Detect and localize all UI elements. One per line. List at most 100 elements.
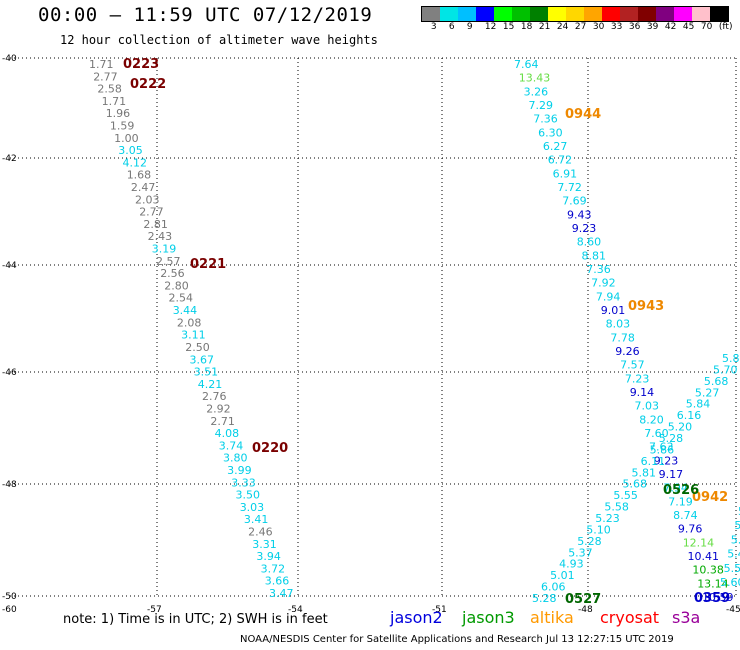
wave-height-value: 3.41	[244, 513, 269, 526]
wave-height-value: 6.16	[677, 409, 702, 422]
wave-height-value: 5.55	[613, 489, 638, 502]
wave-height-value: 3.74	[219, 439, 244, 452]
lat-label: -48	[2, 480, 17, 490]
legend-swatch	[656, 7, 674, 21]
wave-height-value: 4.08	[215, 427, 240, 440]
lon-label: -51	[432, 605, 447, 615]
wave-height-value: 2.46	[248, 526, 273, 539]
wave-height-value: 2.92	[206, 403, 231, 416]
wave-height-value: 5.20	[668, 421, 693, 434]
lon-label: -54	[288, 605, 303, 615]
legend-label: 21	[538, 22, 551, 32]
wave-height-value: 9.23	[572, 222, 597, 235]
wave-height-value: 2.43	[148, 230, 173, 243]
wave-height-value: 6.91	[553, 167, 578, 180]
wave-height-value: 10.41	[688, 550, 720, 563]
wave-height-value: 5.85	[722, 352, 740, 365]
legend-swatch	[692, 7, 710, 21]
legend-swatch	[458, 7, 476, 21]
legend-swatch	[494, 7, 512, 21]
wave-height-value: 1.00	[114, 132, 139, 145]
wave-height-value: 5.81	[632, 466, 657, 479]
pass-time-label: 0220	[252, 441, 288, 456]
pass-time-label: 0943	[628, 299, 664, 314]
legend-label: 9	[466, 22, 473, 32]
wave-height-value: 2.80	[164, 279, 189, 292]
wave-height-value: 5.10	[586, 523, 611, 536]
wave-height-value: 1.96	[106, 107, 131, 120]
pass-time-label: 0359	[694, 591, 730, 606]
wave-height-value: 2.50	[185, 341, 210, 354]
wave-height-value: 9.26	[615, 345, 640, 358]
wave-height-value: 9.23	[654, 454, 679, 467]
legend-label: 45	[682, 22, 695, 32]
lon-label: -45	[726, 605, 740, 615]
legend-label: 27	[574, 22, 587, 32]
wave-height-value: 5.68	[623, 478, 648, 491]
wave-height-value: 3.03	[240, 501, 265, 514]
wave-height-value: 8.03	[606, 318, 631, 331]
wave-height-value: 5.27	[695, 386, 720, 399]
legend-label: 15	[502, 22, 515, 32]
wave-height-value: 5.84	[686, 398, 711, 411]
wave-height-value: 7.94	[663, 482, 688, 495]
wave-height-value: 5.60	[720, 576, 740, 589]
pass-time-label: 0223	[123, 57, 159, 72]
color-scale-legend	[421, 6, 729, 22]
wave-height-value: 7.03	[635, 400, 660, 413]
footnote: note: 1) Time is in UTC; 2) SWH is in fe…	[63, 612, 328, 627]
wave-height-value: 8.60	[577, 236, 602, 249]
wave-height-value: 2.08	[177, 316, 202, 329]
wave-height-value: 4.21	[198, 378, 223, 391]
wave-height-value: 7.29	[529, 99, 554, 112]
wave-height-value: 7.64	[514, 58, 539, 71]
wave-height-value: 2.71	[210, 415, 235, 428]
wave-height-value: 2.54	[169, 292, 194, 305]
wave-height-value: 5.86	[650, 443, 675, 456]
sat-jason3: jason3	[462, 608, 515, 627]
wave-height-value: 5.58	[604, 501, 629, 514]
wave-height-value: 3.72	[261, 562, 286, 575]
wave-height-value: 2.76	[202, 390, 227, 403]
legend-swatch	[602, 7, 620, 21]
wave-height-value: 3.80	[223, 452, 248, 465]
legend-label: 42	[664, 22, 677, 32]
wave-height-value: 5.12	[738, 505, 740, 518]
wave-height-value: 7.23	[625, 372, 650, 385]
wave-height-value: 5.28	[532, 592, 557, 605]
wave-height-value: 7.36	[586, 263, 611, 276]
wave-height-value: 3.99	[227, 464, 252, 477]
legend-swatch	[674, 7, 692, 21]
wave-height-value: 3.94	[256, 550, 281, 563]
legend-swatch	[476, 7, 494, 21]
pass-time-label: 0526	[663, 483, 699, 498]
wave-height-value: 3.26	[524, 85, 549, 98]
legend-label: 30	[592, 22, 605, 32]
wave-height-value: 3.67	[190, 353, 215, 366]
wave-height-value: 3.66	[265, 575, 290, 588]
pass-time-label: 0222	[130, 77, 166, 92]
wave-height-value: 2.47	[131, 181, 156, 194]
wave-height-value: 3.05	[118, 144, 143, 157]
legend-label: 6	[448, 22, 455, 32]
legend-label: 3	[430, 22, 437, 32]
legend-swatch	[710, 7, 728, 21]
wave-height-value: 5.23	[595, 512, 620, 525]
legend-swatch	[548, 7, 566, 21]
legend-swatch	[620, 7, 638, 21]
wave-height-value: 7.63	[649, 441, 674, 454]
legend-label: (ft)	[718, 22, 733, 32]
wave-height-value: 6.06	[541, 581, 566, 594]
wave-height-value: 3.47	[269, 587, 294, 600]
lon-label: -57	[147, 605, 162, 615]
wave-height-value: 3.33	[231, 476, 256, 489]
wave-height-value: 1.59	[110, 120, 134, 133]
pass-time-label: 0944	[565, 107, 601, 122]
wave-height-value: 9.76	[678, 523, 703, 536]
pass-time-label: 0221	[190, 257, 226, 272]
map-subtitle: 12 hour collection of altimeter wave hei…	[60, 33, 378, 47]
lat-label: -42	[2, 154, 17, 164]
legend-label: 70	[700, 22, 713, 32]
wave-height-value: 6.11	[641, 455, 666, 468]
